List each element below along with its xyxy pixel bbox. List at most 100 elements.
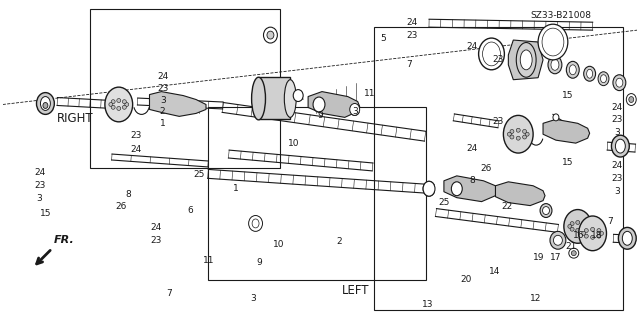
Ellipse shape: [538, 24, 568, 60]
Text: 13: 13: [422, 300, 434, 309]
Ellipse shape: [510, 135, 514, 139]
Polygon shape: [444, 176, 497, 202]
Ellipse shape: [508, 132, 511, 136]
Ellipse shape: [451, 182, 462, 196]
Ellipse shape: [523, 135, 527, 139]
Ellipse shape: [543, 207, 550, 214]
Text: 24: 24: [467, 42, 478, 51]
Polygon shape: [508, 40, 543, 80]
Ellipse shape: [584, 234, 588, 238]
Ellipse shape: [540, 204, 552, 218]
Ellipse shape: [568, 225, 572, 228]
Ellipse shape: [600, 75, 607, 83]
Text: 3: 3: [160, 96, 166, 105]
Text: 19: 19: [533, 253, 545, 262]
Text: RIGHT: RIGHT: [57, 112, 93, 125]
Text: 23: 23: [492, 56, 503, 64]
Text: 24: 24: [467, 144, 478, 153]
Text: 23: 23: [406, 31, 418, 40]
Text: 21: 21: [565, 242, 576, 251]
Ellipse shape: [551, 59, 559, 70]
Ellipse shape: [111, 100, 115, 104]
Text: 3: 3: [352, 107, 358, 116]
Bar: [90, 9, 280, 168]
Ellipse shape: [284, 80, 296, 117]
Ellipse shape: [483, 42, 500, 66]
Text: 23: 23: [34, 181, 45, 190]
Ellipse shape: [109, 102, 113, 107]
Text: FR.: FR.: [54, 235, 75, 245]
Text: 24: 24: [34, 168, 45, 177]
Ellipse shape: [584, 229, 588, 233]
Ellipse shape: [554, 235, 563, 245]
Ellipse shape: [423, 181, 435, 196]
Text: 2: 2: [160, 107, 166, 116]
Text: 24: 24: [150, 223, 162, 232]
Text: 3: 3: [614, 128, 620, 137]
Ellipse shape: [267, 31, 274, 39]
Text: 1: 1: [234, 184, 239, 193]
Text: 9: 9: [257, 258, 262, 267]
Text: 24: 24: [611, 161, 623, 170]
Text: 25: 25: [194, 170, 205, 179]
Text: 7: 7: [166, 289, 172, 298]
Text: 3: 3: [250, 294, 256, 303]
Ellipse shape: [111, 105, 115, 109]
Text: 23: 23: [150, 236, 162, 245]
Ellipse shape: [116, 107, 121, 110]
Ellipse shape: [569, 248, 579, 258]
Ellipse shape: [116, 99, 121, 102]
Ellipse shape: [36, 93, 54, 115]
Text: 24: 24: [406, 19, 418, 27]
Polygon shape: [259, 77, 291, 119]
Polygon shape: [150, 92, 206, 116]
Ellipse shape: [570, 222, 574, 226]
Ellipse shape: [525, 132, 529, 136]
Text: 25: 25: [438, 198, 449, 207]
Text: 5: 5: [381, 34, 387, 43]
Ellipse shape: [581, 227, 586, 231]
Ellipse shape: [516, 42, 536, 77]
Ellipse shape: [252, 77, 266, 120]
Ellipse shape: [611, 135, 629, 157]
Ellipse shape: [587, 69, 593, 78]
Text: 3: 3: [36, 194, 42, 203]
Ellipse shape: [627, 93, 636, 106]
Text: 15: 15: [40, 209, 52, 218]
Ellipse shape: [628, 97, 634, 102]
Text: 2: 2: [336, 237, 342, 246]
Text: 7: 7: [608, 217, 614, 226]
Polygon shape: [543, 119, 589, 143]
Ellipse shape: [125, 102, 129, 107]
Text: 7: 7: [406, 60, 412, 69]
Ellipse shape: [479, 38, 504, 70]
Ellipse shape: [581, 222, 586, 226]
Text: 3: 3: [614, 187, 620, 196]
Ellipse shape: [598, 72, 609, 85]
Ellipse shape: [252, 219, 259, 228]
Ellipse shape: [591, 235, 595, 239]
Text: 10: 10: [273, 241, 285, 249]
Text: 23: 23: [611, 115, 623, 124]
Ellipse shape: [600, 231, 604, 235]
Bar: [374, 27, 623, 310]
Text: 6: 6: [187, 206, 193, 215]
Ellipse shape: [553, 114, 559, 121]
Text: 23: 23: [131, 131, 141, 140]
Text: 20: 20: [460, 275, 472, 284]
Ellipse shape: [510, 130, 514, 133]
Ellipse shape: [40, 97, 51, 110]
Ellipse shape: [248, 216, 262, 231]
Ellipse shape: [43, 102, 48, 108]
Text: 24: 24: [131, 145, 141, 154]
Bar: [208, 108, 426, 280]
Text: 12: 12: [530, 294, 541, 303]
Ellipse shape: [550, 231, 566, 249]
Text: 23: 23: [611, 174, 623, 183]
Text: 26: 26: [116, 203, 127, 211]
Text: 15: 15: [562, 158, 573, 167]
Text: 8: 8: [125, 190, 131, 199]
Ellipse shape: [542, 28, 564, 56]
Ellipse shape: [548, 56, 562, 74]
Text: 8: 8: [469, 175, 475, 185]
